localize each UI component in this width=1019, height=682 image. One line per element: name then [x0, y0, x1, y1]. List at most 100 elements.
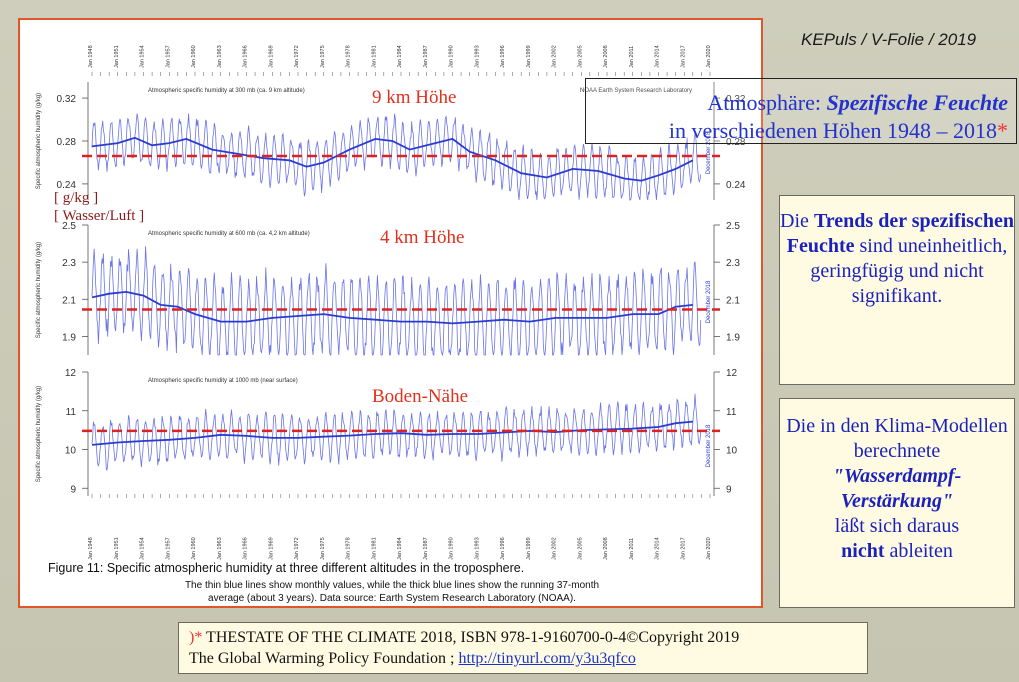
slide-title: Atmosphäre: Spezifische Feuchte in versc…	[585, 78, 1017, 144]
x-tick-label-bottom-9: Jan 1975	[320, 537, 326, 560]
title-asterisk: *	[997, 118, 1008, 143]
box1-text3: sind uneinheitlich, geringfügig und nich…	[810, 235, 1008, 307]
y-tick-label-left: 11	[66, 407, 77, 418]
x-tick-label-top-4: Jan 1960	[191, 45, 197, 68]
x-tick-label-bottom-21: Jan 2011	[629, 538, 635, 560]
x-tick-label-bottom-2: Jan 1954	[140, 537, 146, 560]
x-tick-label-bottom-15: Jan 1993	[474, 537, 480, 560]
y-tick-label-right: 0.32	[726, 94, 746, 105]
footer-asterisk: )*	[189, 629, 203, 646]
title-part1: Atmosphäre:	[707, 90, 827, 115]
x-tick-label-top-8: Jan 1972	[294, 45, 300, 68]
x-tick-label-top-17: Jan 1999	[526, 45, 532, 68]
x-tick-label-bottom-1: Jan 1951	[114, 537, 120, 560]
x-tick-label-bottom-17: Jan 1999	[526, 537, 532, 560]
x-tick-label-bottom-16: Jan 1996	[500, 537, 506, 560]
x-tick-label-bottom-14: Jan 1990	[449, 537, 455, 560]
footer-line2: The Global Warming Policy Foundation ;	[189, 650, 459, 667]
caption-sub-2: average (about 3 years). Data source: Ea…	[208, 593, 576, 604]
box2-text1: Die in den Klima-Modellen berechnete	[786, 415, 1008, 462]
x-tick-label-top-7: Jan 1969	[268, 45, 274, 68]
running-mean-line	[91, 420, 693, 446]
x-tick-label-top-21: Jan 2011	[629, 46, 635, 68]
panel-month-note: December 2018	[706, 131, 712, 174]
panel-overlay-label: Boden-Nähe	[372, 386, 468, 407]
panel-y-label: Specific atmospheric humidity (g/kg)	[36, 386, 42, 482]
y-tick-label-right: 11	[726, 407, 737, 418]
x-tick-label-bottom-5: Jan 1963	[217, 537, 223, 560]
x-tick-label-top-5: Jan 1963	[217, 45, 223, 68]
x-tick-label-bottom-7: Jan 1969	[268, 537, 274, 560]
x-tick-label-bottom-20: Jan 2008	[603, 537, 609, 560]
x-tick-label-top-16: Jan 1996	[500, 45, 506, 68]
x-tick-label-top-3: Jan 1957	[165, 45, 171, 68]
x-tick-label-top-1: Jan 1951	[114, 45, 120, 68]
panel-title: Atmospheric specific humidity at 300 mb …	[148, 88, 305, 94]
panel-2: 9 9 10 10 11 11 12 12 Specific atmospheric humid…	[36, 368, 738, 496]
caption-main: Figure 11: Specific atmospheric humidity…	[48, 561, 524, 575]
title-part2: in verschiedenen Höhen 1948 – 2018	[668, 118, 997, 143]
box1-text1: Die	[780, 210, 814, 232]
x-tick-label-top-0: Jan 1948	[88, 45, 94, 68]
panel-y-label: Specific atmospheric humidity (g/kg)	[36, 242, 42, 338]
y-tick-label-left: 2.1	[62, 295, 76, 306]
panel-title: Atmospheric specific humidity at 1000 mb…	[148, 378, 298, 384]
y-tick-label-right: 2.5	[726, 221, 740, 232]
y-tick-label-right: 9	[726, 484, 732, 495]
x-tick-label-bottom-18: Jan 2002	[552, 537, 558, 560]
chart-frame: Jan 1948 Jan 1948 Jan 1951 Jan 1951 Jan 1954…	[18, 18, 763, 608]
y-tick-label-left: 0.32	[57, 94, 77, 105]
y-tick-label-left: 1.9	[62, 332, 76, 343]
x-tick-label-bottom-24: Jan 2020	[706, 537, 712, 560]
x-tick-label-bottom-3: Jan 1957	[165, 537, 171, 560]
y-tick-label-left: 2.5	[62, 221, 76, 232]
running-mean-line	[91, 290, 693, 325]
x-tick-label-top-14: Jan 1990	[449, 45, 455, 68]
footer-line1: THESTATE OF THE CLIMATE 2018, ISBN 978-1…	[202, 629, 740, 646]
x-tick-label-top-11: Jan 1981	[371, 45, 377, 68]
box1-bold: Trends der spezifischen Feuchte	[786, 210, 1014, 257]
box2-emphasis: "Wasserdampf-Verstärkung"	[832, 465, 962, 512]
monthly-series-line	[91, 113, 702, 201]
x-tick-label-bottom-22: Jan 2014	[655, 537, 661, 560]
unit-label-1: [ g/kg ]	[54, 190, 98, 206]
x-tick-label-top-12: Jan 1984	[397, 45, 403, 68]
caption-sub-1: The thin blue lines show monthly values,…	[185, 580, 599, 591]
running-mean-line	[91, 136, 694, 182]
y-tick-label-left: 0.24	[57, 180, 77, 191]
y-tick-label-left: 2.3	[62, 258, 76, 269]
panel-0: 0.24 0.24 0.28 0.28 0.32 0.32 Specific atmosph…	[36, 82, 746, 201]
x-tick-label-bottom-11: Jan 1981	[371, 537, 377, 560]
x-tick-label-top-10: Jan 1978	[346, 45, 352, 68]
x-tick-label-top-6: Jan 1966	[243, 45, 249, 68]
box2-text3: läßt sich daraus	[834, 515, 960, 537]
x-tick-label-top-24: Jan 2020	[706, 45, 712, 68]
y-tick-label-right: 0.28	[726, 137, 746, 148]
source-footer: )* THESTATE OF THE CLIMATE 2018, ISBN 97…	[178, 622, 868, 674]
x-tick-label-bottom-13: Jan 1987	[423, 537, 429, 560]
panel-y-label: Specific atmospheric humidity (g/kg)	[36, 93, 42, 189]
x-tick-label-bottom-23: Jan 2017	[680, 537, 686, 560]
x-tick-label-top-22: Jan 2014	[655, 45, 661, 68]
x-tick-label-bottom-6: Jan 1966	[243, 537, 249, 560]
model-note-box: Die in den Klima-Modellen berechnete "Wa…	[779, 398, 1015, 608]
slide-tag: KEPuls / V-Folie / 2019	[801, 30, 977, 49]
x-tick-label-top-20: Jan 2008	[603, 45, 609, 68]
panel-title: Atmospheric specific humidity at 600 mb …	[148, 231, 310, 237]
x-tick-label-bottom-19: Jan 2005	[577, 537, 583, 560]
y-tick-label-left: 10	[65, 446, 77, 457]
y-tick-label-right: 2.1	[726, 295, 740, 306]
y-tick-label-right: 1.9	[726, 332, 740, 343]
x-tick-label-top-23: Jan 2017	[680, 45, 686, 68]
trend-note-box: Die Trends der spezifischen Feuchte sind…	[779, 195, 1015, 385]
x-tick-label-bottom-12: Jan 1984	[397, 537, 403, 560]
x-tick-label-bottom-10: Jan 1978	[346, 537, 352, 560]
y-tick-label-left: 0.28	[57, 137, 77, 148]
source-link[interactable]: http://tinyurl.com/y3u3qfco	[458, 650, 636, 667]
x-tick-label-top-18: Jan 2002	[552, 45, 558, 68]
y-tick-label-right: 2.3	[726, 258, 740, 269]
box2-text5: ableiten	[884, 540, 953, 562]
x-tick-label-bottom-8: Jan 1972	[294, 537, 300, 560]
x-tick-label-top-15: Jan 1993	[474, 45, 480, 68]
box2-bold: nicht	[841, 540, 885, 562]
